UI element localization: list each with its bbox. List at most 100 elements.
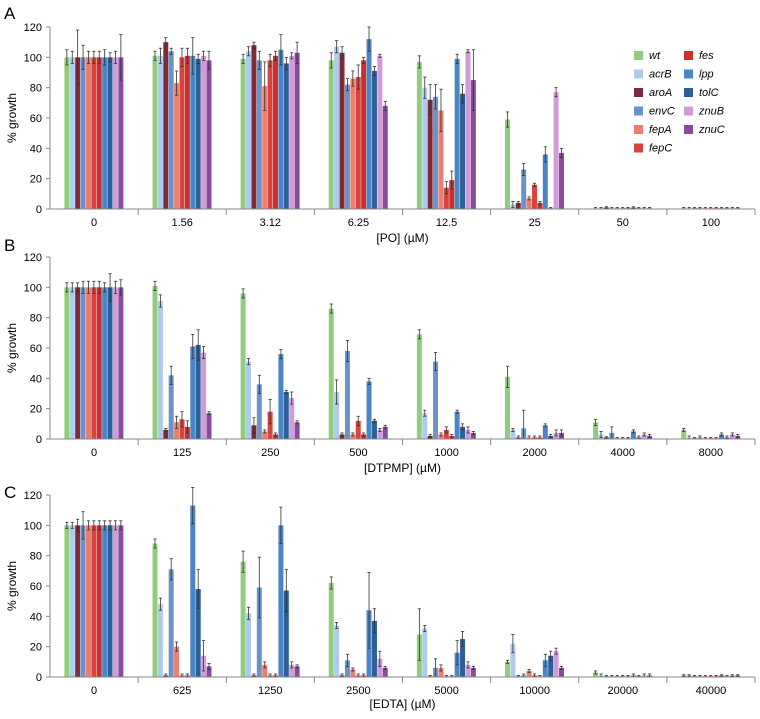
bar-acrB xyxy=(157,604,163,677)
legend-label: lpp xyxy=(699,69,714,81)
bar-tolC xyxy=(283,63,289,210)
bar-lpp xyxy=(102,287,108,439)
error-bar-znuB xyxy=(466,49,470,54)
bar-wt xyxy=(64,525,70,677)
bar-aroA xyxy=(339,434,345,439)
error-bar-fepC xyxy=(356,64,360,90)
bar-wt xyxy=(416,61,422,209)
error-bar-aroA xyxy=(76,518,80,532)
bar-envC xyxy=(256,60,262,210)
error-bar-envC xyxy=(81,44,85,70)
bar-fes xyxy=(361,434,367,439)
error-bar-acrB xyxy=(70,521,74,529)
bar-wt xyxy=(328,308,334,439)
bar-lpp xyxy=(630,431,636,439)
error-bar-acrB xyxy=(158,294,162,308)
error-bar-envC xyxy=(169,47,173,55)
error-bar-znuB xyxy=(642,432,646,437)
panel-b: B 0 20 40 60 80 100 120 % growth 0 125 250 500 1000 20… xyxy=(4,236,756,475)
error-bar-aroA xyxy=(516,201,520,205)
bar-tolC xyxy=(283,590,289,677)
error-bar-envC xyxy=(433,352,438,372)
error-bar-znuB xyxy=(290,52,294,60)
error-bar-lpp xyxy=(543,146,547,163)
bar-tolC xyxy=(195,589,201,677)
error-bar-wt xyxy=(417,329,421,340)
x-tick-label: 0 xyxy=(91,447,97,459)
error-bar-fepA xyxy=(263,661,267,669)
error-bar-znuB xyxy=(290,391,294,405)
error-bar-znuC xyxy=(559,665,564,670)
bar-tolC xyxy=(371,420,377,439)
bar-wt xyxy=(152,543,158,677)
error-bar-znuB xyxy=(554,647,558,655)
bar-fepC xyxy=(355,77,361,209)
bar-acrB xyxy=(246,613,252,677)
error-bar-wt xyxy=(505,659,510,664)
x-tick-label: 100 xyxy=(702,217,720,229)
bar-fepA xyxy=(262,86,268,209)
y-tick-label: 40 xyxy=(30,373,42,385)
bar-envC xyxy=(256,384,262,439)
bar-wt xyxy=(240,293,246,439)
error-bar-envC xyxy=(345,653,350,667)
x-tick-label: 500 xyxy=(349,447,367,459)
error-bar-fepC xyxy=(92,280,96,294)
legend-swatch xyxy=(634,51,643,60)
bar-envC xyxy=(433,96,439,209)
bar-envC xyxy=(80,57,86,209)
error-bar-wt xyxy=(594,418,598,426)
error-bar-tolC xyxy=(549,434,553,438)
bar-envC xyxy=(80,287,86,439)
error-bar-fes xyxy=(362,432,366,437)
error-bar-znuC xyxy=(559,147,564,158)
x-tick-label: 3.12 xyxy=(260,217,281,229)
x-tick-label: 2500 xyxy=(346,685,370,697)
legend-label: wt xyxy=(649,50,661,62)
legend-label: fepA xyxy=(649,124,672,136)
bar-znuC xyxy=(118,525,124,677)
y-tick-label: 80 xyxy=(30,313,42,325)
bar-fepC xyxy=(443,429,449,439)
bar-znuB xyxy=(465,664,471,677)
error-bar-fepA xyxy=(439,88,443,133)
bar-wt xyxy=(681,429,687,439)
bar-znuC xyxy=(470,80,476,209)
error-bar-wt xyxy=(241,288,245,299)
bar-lpp xyxy=(454,58,460,209)
x-tick-label: 20000 xyxy=(608,685,639,697)
legend-item-fes: fes xyxy=(684,50,714,62)
error-bar-aroA xyxy=(76,282,80,293)
error-bar-lpp xyxy=(719,674,724,677)
bar-lpp xyxy=(278,49,284,209)
error-bar-znuB xyxy=(554,429,558,437)
error-bar-tolC xyxy=(284,56,288,70)
bar-wt xyxy=(152,285,158,439)
legend-label: znuB xyxy=(698,106,724,118)
x-tick-label: 1.56 xyxy=(171,217,192,229)
y-tick-label: 80 xyxy=(30,83,42,95)
y-tick-label: 60 xyxy=(30,343,42,355)
error-bar-acrB xyxy=(423,76,427,99)
error-bar-wt xyxy=(505,111,510,128)
error-bar-fepC xyxy=(268,399,272,425)
y-tick-label: 60 xyxy=(30,113,42,125)
bar-acrB xyxy=(422,628,428,677)
error-bar-tolC xyxy=(549,650,553,661)
bar-znuC xyxy=(118,57,124,209)
x-tick-label: 125 xyxy=(173,447,191,459)
y-tick-label: 60 xyxy=(30,581,42,593)
legend-swatch xyxy=(634,143,643,153)
bar-fepC xyxy=(91,57,97,209)
bar-znuB xyxy=(553,92,559,209)
bar-fepC xyxy=(91,287,97,439)
y-tick-label: 20 xyxy=(30,642,42,654)
error-bar-tolC xyxy=(372,608,377,634)
error-bar-tolC xyxy=(108,273,112,302)
y-tick-label: 120 xyxy=(24,22,42,34)
error-bar-aroA xyxy=(252,41,256,49)
y-axis-title: % growth xyxy=(5,93,19,143)
error-bar-wt xyxy=(594,670,598,675)
bar-wt xyxy=(240,561,246,677)
error-bar-aroA xyxy=(76,29,80,86)
